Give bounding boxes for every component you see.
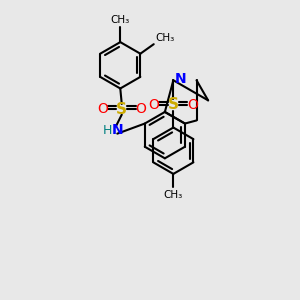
Text: S: S bbox=[168, 97, 179, 112]
Text: N: N bbox=[175, 72, 187, 86]
Text: CH₃: CH₃ bbox=[164, 190, 183, 200]
Text: O: O bbox=[97, 102, 108, 116]
Text: CH₃: CH₃ bbox=[111, 15, 130, 25]
Text: CH₃: CH₃ bbox=[155, 33, 175, 43]
Text: O: O bbox=[136, 102, 146, 116]
Text: S: S bbox=[116, 102, 127, 117]
Text: O: O bbox=[187, 98, 198, 112]
Text: N: N bbox=[112, 123, 123, 137]
Text: O: O bbox=[148, 98, 160, 112]
Text: H: H bbox=[103, 124, 112, 136]
